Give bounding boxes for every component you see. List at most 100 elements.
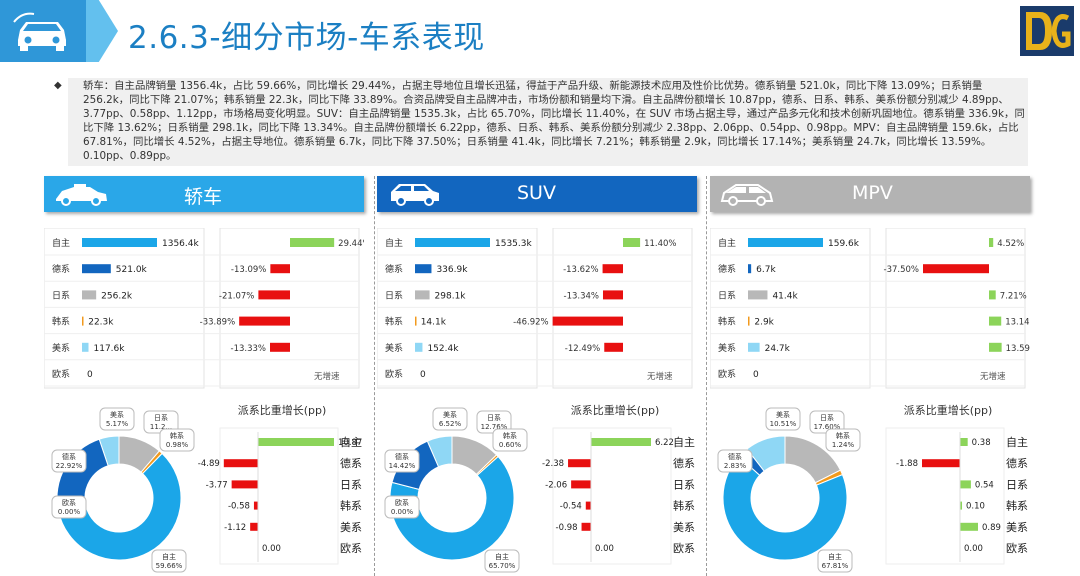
share-label: 0.89 [982,523,1001,533]
callout-value: 1.24% [832,441,855,449]
share-bar [960,438,968,446]
share-label: 0.38 [972,438,991,448]
share-bar [960,501,963,510]
share-bar [581,522,591,531]
sales-chart-frame [377,228,538,389]
yoy-bar [602,264,623,274]
sales-bar [415,264,432,274]
summary-box [68,78,1028,166]
yoy-label: -13.09% [231,265,266,275]
sales-label: 0 [753,370,759,380]
callout-value: 14.42% [389,462,416,470]
yoy-label: 7.21% [1000,291,1027,301]
yoy-bar [290,238,335,247]
yoy-label: 29.44% [338,239,364,249]
share-brand-label: 德系 [673,456,695,470]
sales-bar [748,238,823,247]
donut-callout: 韩系0.98% [159,428,195,452]
callout-name: 自主 [495,552,509,561]
sales-bar [82,342,89,352]
share-label: 0.10 [966,502,985,512]
brand-label: 美系 [718,342,736,354]
callout-box [717,449,753,473]
callout-box [51,449,87,473]
donut-callout: 欧系0.00% [51,495,87,519]
sales-bar [415,238,490,247]
sales-bar [415,290,430,300]
yoy-label: -12.49% [565,344,600,354]
donut-callout: 欧系0.00% [384,495,420,519]
sales-label: 336.9k [436,265,468,275]
share-brand-label: 美系 [673,521,695,534]
brand-label: 自主 [718,237,736,249]
sales-label: 14.1k [421,318,447,328]
sales-label: 1356.4k [162,239,199,249]
share-brand-label: 美系 [1006,521,1028,534]
sales-label: 6.7k [756,265,776,275]
callout-name: 德系 [395,452,409,461]
callout-value: 17.60% [814,423,841,431]
share-brand-label: 韩系 [1006,499,1028,513]
callout-name: 韩系 [836,431,850,440]
no-growth-label: 无增速 [980,371,1006,382]
yoy-bar [989,238,994,247]
callout-box [99,407,135,431]
sales-label: 22.3k [88,318,114,328]
yoy-label: 13.59% [1006,344,1030,354]
sales-bar [82,238,157,247]
summary-bullet: ◆ [54,80,62,91]
brand-label: 美系 [385,342,403,354]
share-label: -0.54 [560,502,582,512]
share-brand-label: 日系 [673,478,695,491]
brand-label: 德系 [718,263,736,275]
callout-value: 0.60% [499,441,522,449]
yoy-bar [239,316,290,326]
share-brand-label: 韩系 [340,499,362,513]
panel-sedan: 轿车 同比自主 1356.4k 29.44% 德系 521.0k -13.09% 日系 256… [44,176,364,576]
callout-value: 12.76% [481,423,508,431]
callout-name: 日系 [154,413,168,422]
callout-name: 美系 [110,410,124,419]
donut-slice [56,438,109,511]
brand-label: 日系 [52,290,70,301]
share-brand-label: 美系 [340,521,362,534]
callout-value: 22.92% [56,462,83,470]
yoy-bar [604,342,623,352]
callout-name: 欧系 [395,498,409,507]
yoy-bar [623,238,641,247]
yoy-label: 11.40% [644,239,676,249]
callout-box [51,495,87,519]
sales-label: 1535.3k [495,239,532,249]
yoy-label: -13.34% [564,291,599,301]
yoy-header: 同比 [947,228,965,229]
sales-label: 0 [420,370,426,380]
share-bar [960,480,971,489]
callout-value: 0.00% [391,508,414,516]
yoy-bar [258,290,290,300]
donut-callout: 德系2.83% [717,449,753,473]
callout-name: 韩系 [503,431,517,440]
callout-value: 0.00% [58,508,81,516]
share-bar [568,459,591,468]
callout-name: 自主 [828,552,842,561]
yoy-chart-frame [552,228,693,389]
panel-mpv: MPV 同比自主 159.6k 4.52% 德系 6.7k -37.50% 日系 41.4k 7… [710,176,1030,576]
share-label: -2.38 [542,459,564,469]
yoy-header: 同比 [281,228,299,229]
yoy-bar [552,316,623,326]
share-brand-label: 自主 [673,436,695,449]
banner-label: MPV [852,182,893,204]
brand-logo [1020,6,1074,56]
share-bar [591,438,651,446]
yoy-bar [989,342,1002,352]
brand-label: 欧系 [52,368,70,380]
sales-label: 2.9k [754,318,774,328]
share-bar [571,480,591,489]
callout-name: 美系 [776,410,790,419]
brand-label: 德系 [52,263,70,275]
share-brand-label: 自主 [340,436,362,449]
